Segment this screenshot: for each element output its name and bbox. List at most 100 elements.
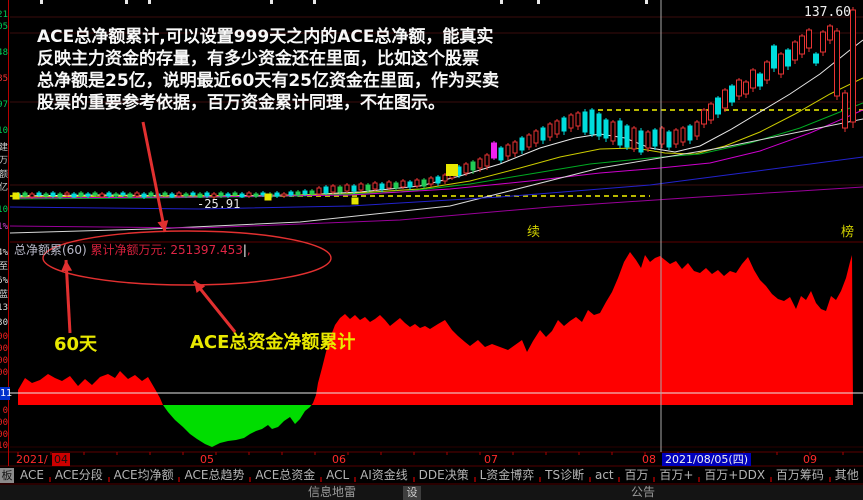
tab-ACE分段[interactable]: ACE分段 [48, 467, 107, 484]
annotation-arrow [61, 260, 73, 272]
candle [736, 79, 742, 97]
tab-ACE[interactable]: ACE [20, 468, 44, 482]
tab-百万+[interactable]: 百万+ [653, 467, 697, 484]
candle [820, 31, 826, 53]
quote-fragment: 至 [0, 262, 8, 272]
candle [631, 127, 637, 150]
tab-DDE决策[interactable]: DDE决策 [412, 467, 473, 484]
indicator-header[interactable]: 总净额累(60) 累计净额万元: 251397.453|, [14, 241, 251, 258]
candle [722, 89, 728, 109]
candle [295, 191, 301, 196]
settings-button[interactable]: 设 [403, 486, 421, 500]
annotation-arrow [194, 281, 206, 294]
candle [792, 41, 798, 61]
ruler-tick [270, 0, 273, 4]
ruler-tick [645, 0, 648, 4]
axis-month-label[interactable]: 06 [332, 453, 346, 466]
notice-label[interactable]: 公告 [631, 485, 656, 499]
selected-date-label[interactable]: 2021/08/05(四) [662, 453, 751, 466]
candle [491, 142, 497, 159]
axis-month-label[interactable]: 05 [200, 453, 214, 466]
signal-marker [351, 197, 359, 205]
date-axis[interactable]: 2021/04 05 06 07 08 2021/08/05(四) 09 [0, 453, 863, 466]
quote-fragment: 3万 [0, 156, 8, 166]
candle [477, 158, 483, 169]
quote-fragment: 额 [0, 170, 8, 180]
quote-fragment: 00 [0, 356, 8, 366]
candle [260, 192, 266, 196]
annotation-text-block: ACE总净额累计,可以设置999天之内的ACE总净额，能真实 反映主力资金的存量… [37, 26, 499, 114]
label-ace-cumulative: ACE总资金净额累计 [190, 332, 356, 353]
tab-TS诊断[interactable]: TS诊断 [539, 467, 588, 484]
candle [764, 61, 770, 81]
tab-百万筹码[interactable]: 百万筹码 [769, 467, 828, 484]
axis-month-label[interactable]: 08 [642, 453, 656, 466]
candle [547, 123, 553, 138]
candle [309, 190, 315, 195]
signal-marker [446, 164, 458, 176]
candle [232, 192, 238, 196]
signal-marker [264, 193, 272, 201]
label-60-days: 60天 [54, 334, 98, 355]
ma-slow-blue [9, 156, 863, 210]
candle [778, 53, 784, 75]
candle [64, 192, 70, 196]
tab-ACE总资金[interactable]: ACE总资金 [249, 467, 319, 484]
annotation-line: ACE总净额累计,可以设置999天之内的ACE总净额，能真实 [37, 27, 494, 47]
tab-act[interactable]: act [588, 467, 618, 484]
tab-AI资金线[interactable]: AI资金线 [354, 467, 412, 484]
quote-fragment: 00 [0, 430, 8, 440]
tab-其他[interactable]: 其他 [828, 467, 863, 484]
candle [729, 85, 735, 103]
candle [771, 45, 777, 69]
tab-百万+DDX[interactable]: 百万+DDX [698, 467, 769, 484]
info-mine-label[interactable]: 信息地雷 [308, 485, 357, 499]
marquee-char-right: 榜 [841, 225, 855, 240]
text-cursor: | [242, 243, 247, 257]
ma-slow-purple [9, 186, 863, 229]
panel-divider-line [8, 0, 9, 466]
candle [386, 181, 392, 189]
quote-fragment: 10 [0, 441, 8, 451]
tab-ACE总趋势[interactable]: ACE总趋势 [178, 467, 248, 484]
axis-month-label[interactable]: 2021/ [16, 453, 48, 466]
candle [316, 187, 322, 195]
candle [281, 193, 287, 197]
candle [652, 129, 658, 147]
candle [687, 125, 693, 141]
axis-month-label[interactable]: 07 [484, 453, 498, 466]
candle [540, 127, 546, 141]
quote-fragment: 13 [0, 303, 8, 313]
board-button[interactable]: 板 [0, 468, 14, 483]
axis-month-label[interactable]: 09 [803, 453, 817, 466]
candle [568, 114, 574, 129]
candle [239, 193, 245, 198]
candle [141, 193, 147, 198]
candle [183, 193, 189, 197]
price-high-label: 137.60 [804, 5, 851, 20]
tab-ACE均净额[interactable]: ACE均净额 [107, 467, 178, 484]
tab-ACL[interactable]: ACL [320, 467, 353, 484]
ruler-tick [148, 0, 151, 4]
candle [351, 185, 357, 192]
candle [57, 193, 63, 198]
candle [638, 130, 644, 153]
tab-L资金博弈[interactable]: L资金博弈 [473, 467, 539, 484]
quote-fragment: 021 [0, 10, 8, 20]
candle [708, 103, 714, 121]
axis-month-label[interactable]: 04 [52, 453, 70, 466]
candle [134, 192, 140, 197]
candle [85, 193, 91, 197]
indicator-trailing: , [246, 243, 251, 257]
candle [757, 73, 763, 87]
candle [92, 192, 98, 196]
quote-fragment: 00 [0, 418, 8, 428]
candle [127, 193, 133, 198]
candle [715, 97, 721, 115]
quote-fragment: 0 [2, 406, 8, 416]
tab-百万[interactable]: 百万 [618, 467, 652, 484]
annotation-line: 反映主力资金的存量，有多少资金还在里面，比如这个股票 [37, 49, 479, 69]
candle [50, 192, 56, 197]
